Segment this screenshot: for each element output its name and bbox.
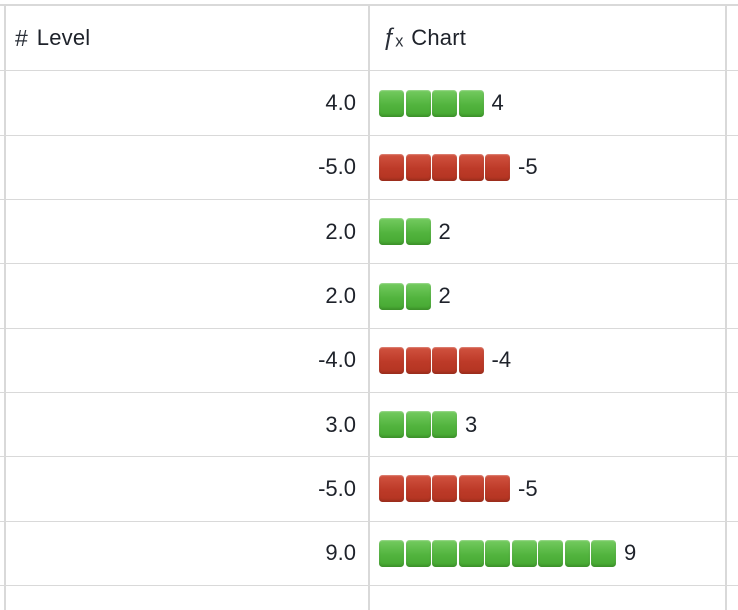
chart-bar	[379, 411, 457, 439]
chart-bar	[379, 539, 616, 567]
table-row: 9.0 9	[0, 522, 738, 586]
cell-chart[interactable]: -5	[369, 457, 726, 520]
chart-value-label: -5	[518, 154, 538, 180]
chart-square-red	[432, 475, 457, 503]
chart-value-label: 4	[491, 90, 504, 116]
chart-square-red	[379, 346, 404, 374]
column-header-level[interactable]: # Level	[0, 6, 369, 71]
chart-bar	[379, 89, 484, 117]
table-row: -5.0 -5	[0, 136, 738, 201]
level-value: 4.0	[325, 90, 356, 116]
chart-square-green	[379, 411, 404, 439]
table-row: 2.0 2	[0, 200, 738, 265]
chart-square-green	[458, 539, 484, 567]
chart-square-green	[405, 539, 431, 567]
chart-square-green	[538, 539, 563, 567]
chart-square-green	[379, 539, 404, 567]
header-row: # Level ƒₓ Chart	[0, 6, 738, 72]
table-row: -4.0 -4	[0, 329, 738, 393]
cell-chart[interactable]: 2	[369, 264, 726, 327]
chart-square-red	[485, 153, 510, 181]
table-row: 3.0 3	[0, 393, 738, 458]
chart-square-red	[405, 346, 431, 374]
chart-square-green	[405, 218, 431, 246]
level-value: -5.0	[318, 154, 356, 180]
cell-level[interactable]: 2.0	[0, 200, 369, 263]
chart-square-red	[432, 346, 457, 374]
grid-line-column-divider	[368, 4, 370, 610]
chart-square-green	[591, 539, 616, 567]
cell-chart[interactable]: 4	[369, 72, 726, 135]
cell-chart[interactable]: -5	[369, 136, 726, 199]
chart-value-label: 2	[438, 283, 451, 309]
table-row: -5.0 -5	[0, 457, 738, 522]
chart-square-red	[379, 153, 404, 181]
column-header-chart-label: Chart	[411, 25, 467, 51]
chart-square-red	[432, 153, 457, 181]
chart-value-label: 3	[465, 411, 478, 437]
grid-line-right	[725, 4, 727, 610]
cell-chart[interactable]: -4	[369, 329, 726, 392]
cell-level[interactable]: -4.0	[0, 329, 369, 392]
chart-value-label: 2	[438, 218, 451, 244]
grid-line-left	[4, 4, 6, 610]
chart-square-green	[432, 539, 457, 567]
chart-square-red	[458, 346, 484, 374]
chart-bar	[379, 282, 431, 310]
cell-level[interactable]: -5.0	[0, 136, 369, 199]
chart-square-red	[379, 475, 404, 503]
chart-square-green	[432, 411, 457, 439]
chart-square-red	[405, 153, 431, 181]
chart-square-green	[405, 411, 431, 439]
table-row: 2.0 2	[0, 264, 738, 329]
level-value: -4.0	[318, 347, 356, 373]
level-value: 3.0	[325, 411, 356, 437]
chart-square-red	[458, 475, 484, 503]
chart-bar	[379, 346, 484, 374]
level-value: 9.0	[325, 540, 356, 566]
chart-square-green	[432, 89, 457, 117]
cell-level[interactable]: 2.0	[0, 264, 369, 327]
chart-square-green	[511, 539, 537, 567]
column-header-level-label: Level	[36, 25, 91, 51]
cell-level[interactable]: 9.0	[0, 522, 369, 585]
chart-square-green	[564, 539, 590, 567]
chart-square-green	[379, 218, 404, 246]
column-header-chart[interactable]: ƒₓ Chart	[369, 6, 726, 71]
chart-bar	[379, 475, 510, 503]
chart-square-green	[379, 89, 404, 117]
chart-square-red	[458, 153, 484, 181]
chart-value-label: -4	[491, 347, 512, 373]
level-value: -5.0	[318, 475, 356, 501]
cell-chart[interactable]: 3	[369, 393, 726, 456]
chart-value-label: 9	[624, 540, 637, 566]
cell-level[interactable]: 4.0	[0, 72, 369, 135]
chart-bar	[379, 218, 431, 246]
cell-level[interactable]: 3.0	[0, 393, 369, 456]
chart-square-red	[405, 475, 431, 503]
chart-bar	[379, 153, 510, 181]
chart-square-red	[485, 475, 510, 503]
chart-square-green	[458, 89, 484, 117]
chart-value-label: -5	[518, 475, 538, 501]
chart-square-green	[405, 89, 431, 117]
level-value: 2.0	[325, 218, 356, 244]
cell-level[interactable]: -5.0	[0, 457, 369, 520]
formula-fx-icon: ƒₓ	[383, 24, 403, 52]
cell-chart[interactable]: 2	[369, 200, 726, 263]
chart-square-green	[405, 282, 431, 310]
chart-square-green	[485, 539, 510, 567]
level-value: 2.0	[325, 283, 356, 309]
table-row: 4.0 4	[0, 72, 738, 136]
chart-square-green	[379, 282, 404, 310]
cell-chart[interactable]: 9	[369, 522, 726, 585]
hash-icon: #	[15, 24, 28, 51]
